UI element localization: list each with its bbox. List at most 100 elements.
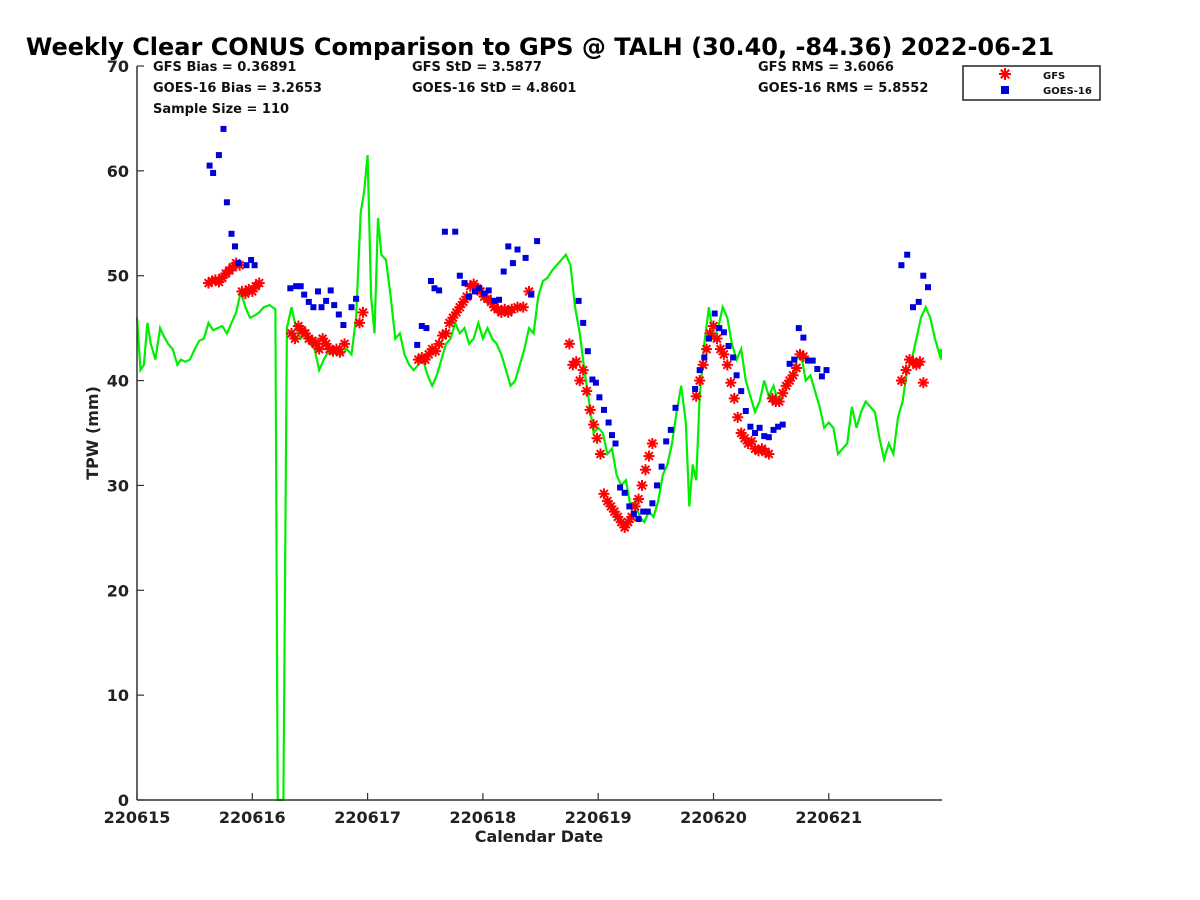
goes-point: [915, 298, 922, 305]
gfs-point: [721, 359, 733, 371]
gfs-point: [433, 338, 445, 350]
goes-point: [809, 357, 816, 364]
goes-point: [814, 366, 821, 372]
gfs-point: [591, 432, 603, 444]
goes-point: [431, 285, 438, 292]
goes-point: [765, 434, 772, 441]
goes-point: [738, 388, 745, 395]
goes-point: [232, 243, 238, 250]
series-gfs: [202, 257, 929, 533]
goes-point: [223, 199, 230, 206]
goes-point: [621, 489, 628, 496]
stat-gfs-std: GFS StD = 3.5877: [412, 60, 542, 75]
gfs-point: [289, 333, 301, 345]
goes-point: [775, 423, 782, 430]
goes-point: [742, 408, 749, 414]
goes-point: [617, 484, 624, 491]
goes-point: [756, 424, 763, 431]
legend-box: [962, 65, 1101, 101]
gfs-point: [690, 390, 702, 402]
goes-point: [711, 310, 718, 317]
goes-point: [215, 152, 222, 159]
goes-point: [461, 280, 468, 287]
gps-tpw-line: [135, 154, 943, 802]
goes-point: [920, 272, 927, 279]
y-tick-label: 20: [107, 581, 129, 600]
gfs-point: [718, 348, 730, 360]
legend-gfs-label: GFS: [1043, 71, 1065, 82]
goes-point: [522, 254, 529, 261]
goes-point: [663, 438, 670, 445]
gfs-point: [701, 343, 713, 355]
gfs-point: [711, 333, 723, 345]
goes-point: [528, 291, 535, 298]
stat-sample-size: Sample Size = 110: [153, 102, 289, 117]
x-axis-label: Calendar Date: [475, 827, 604, 846]
goes-point: [584, 348, 591, 355]
goes-point: [466, 293, 473, 300]
goes-point: [491, 297, 498, 304]
gfs-point: [773, 396, 785, 408]
goes-point: [644, 508, 651, 515]
stat-goes-std: GOES-16 StD = 4.8601: [412, 81, 576, 96]
goes-point: [730, 354, 737, 361]
goes-point: [786, 360, 793, 367]
gfs-point: [339, 338, 351, 350]
gfs-point: [694, 375, 706, 387]
goes-point: [575, 297, 582, 304]
gfs-point: [570, 356, 582, 368]
y-tick-label: 50: [107, 267, 129, 286]
goes-point: [752, 430, 758, 436]
goes-point: [672, 404, 679, 411]
goes-point: [310, 304, 317, 311]
gfs-point: [895, 375, 907, 387]
goes-point: [505, 243, 512, 250]
goes-point: [925, 284, 931, 291]
x-tick-label: 220617: [334, 808, 401, 827]
goes-point: [471, 288, 478, 295]
goes-point: [701, 354, 708, 361]
goes-point: [485, 287, 492, 294]
goes-point: [318, 304, 325, 311]
goes-point: [327, 287, 334, 294]
goes-point: [904, 251, 911, 258]
goes-point: [733, 372, 740, 379]
series-goes-16: [206, 125, 931, 522]
goes-point: [795, 325, 802, 332]
goes-point: [297, 283, 304, 290]
goes-point: [220, 125, 227, 132]
goes-point: [800, 334, 807, 341]
series-gps: [135, 154, 943, 802]
gfs-point: [917, 377, 929, 389]
goes-point: [428, 278, 434, 284]
goes-point: [601, 406, 607, 413]
goes-point: [481, 290, 488, 297]
goes-point: [635, 516, 642, 522]
goes-point: [658, 463, 665, 470]
y-axis: 0 10 20 30 40 50 60 70: [107, 57, 144, 810]
goes-point: [251, 262, 258, 269]
x-tick-label: 220616: [219, 808, 286, 827]
gfs-point: [639, 464, 651, 476]
gfs-point: [900, 364, 912, 376]
stats-annotations: GFS Bias = 0.36891 GOES-16 Bias = 3.2653…: [153, 60, 928, 117]
y-tick-label: 70: [107, 57, 129, 76]
goes-point: [667, 426, 674, 433]
gfs-point: [443, 317, 455, 329]
goes-point: [206, 162, 213, 169]
goes-point: [612, 440, 619, 447]
gfs-point: [643, 450, 655, 462]
x-tick-label: 220620: [680, 808, 747, 827]
gfs-point: [725, 377, 737, 389]
goes-point: [340, 322, 347, 328]
goes-point: [509, 260, 516, 267]
gfs-point: [440, 327, 452, 339]
goes-point: [323, 297, 330, 304]
legend: GFS GOES-16: [962, 65, 1101, 101]
goes-point: [348, 304, 355, 311]
goes-point: [716, 325, 723, 332]
goes-point: [500, 268, 507, 275]
gfs-point: [577, 364, 589, 376]
gfs-point: [595, 448, 607, 460]
goes-point: [496, 296, 502, 303]
